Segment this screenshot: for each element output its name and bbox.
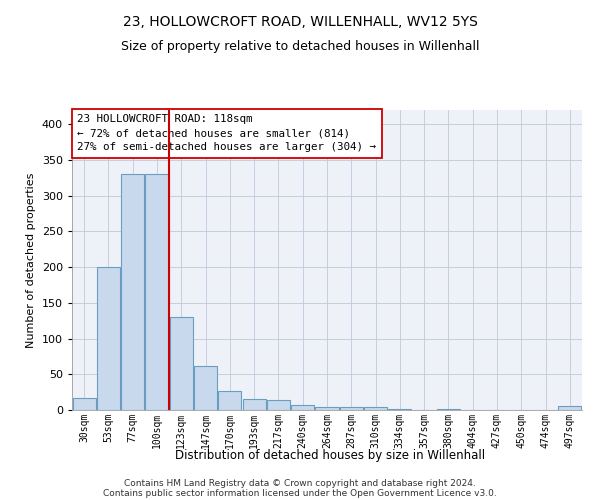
Bar: [267, 400, 290, 410]
Bar: [170, 317, 193, 410]
Bar: [437, 408, 460, 410]
Text: Size of property relative to detached houses in Willenhall: Size of property relative to detached ho…: [121, 40, 479, 53]
Y-axis label: Number of detached properties: Number of detached properties: [26, 172, 36, 348]
Bar: [73, 398, 95, 410]
Bar: [340, 407, 363, 410]
Bar: [121, 174, 144, 410]
Bar: [218, 390, 241, 410]
Bar: [291, 405, 314, 410]
Bar: [364, 407, 387, 410]
Bar: [242, 400, 266, 410]
Bar: [316, 407, 338, 410]
Bar: [97, 267, 120, 410]
Bar: [194, 366, 217, 410]
Bar: [559, 406, 581, 410]
Bar: [145, 174, 169, 410]
Text: 23, HOLLOWCROFT ROAD, WILLENHALL, WV12 5YS: 23, HOLLOWCROFT ROAD, WILLENHALL, WV12 5…: [122, 15, 478, 29]
Text: 23 HOLLOWCROFT ROAD: 118sqm
← 72% of detached houses are smaller (814)
27% of se: 23 HOLLOWCROFT ROAD: 118sqm ← 72% of det…: [77, 114, 376, 152]
Bar: [388, 408, 412, 410]
Text: Contains public sector information licensed under the Open Government Licence v3: Contains public sector information licen…: [103, 488, 497, 498]
Text: Contains HM Land Registry data © Crown copyright and database right 2024.: Contains HM Land Registry data © Crown c…: [124, 478, 476, 488]
Text: Distribution of detached houses by size in Willenhall: Distribution of detached houses by size …: [175, 448, 485, 462]
